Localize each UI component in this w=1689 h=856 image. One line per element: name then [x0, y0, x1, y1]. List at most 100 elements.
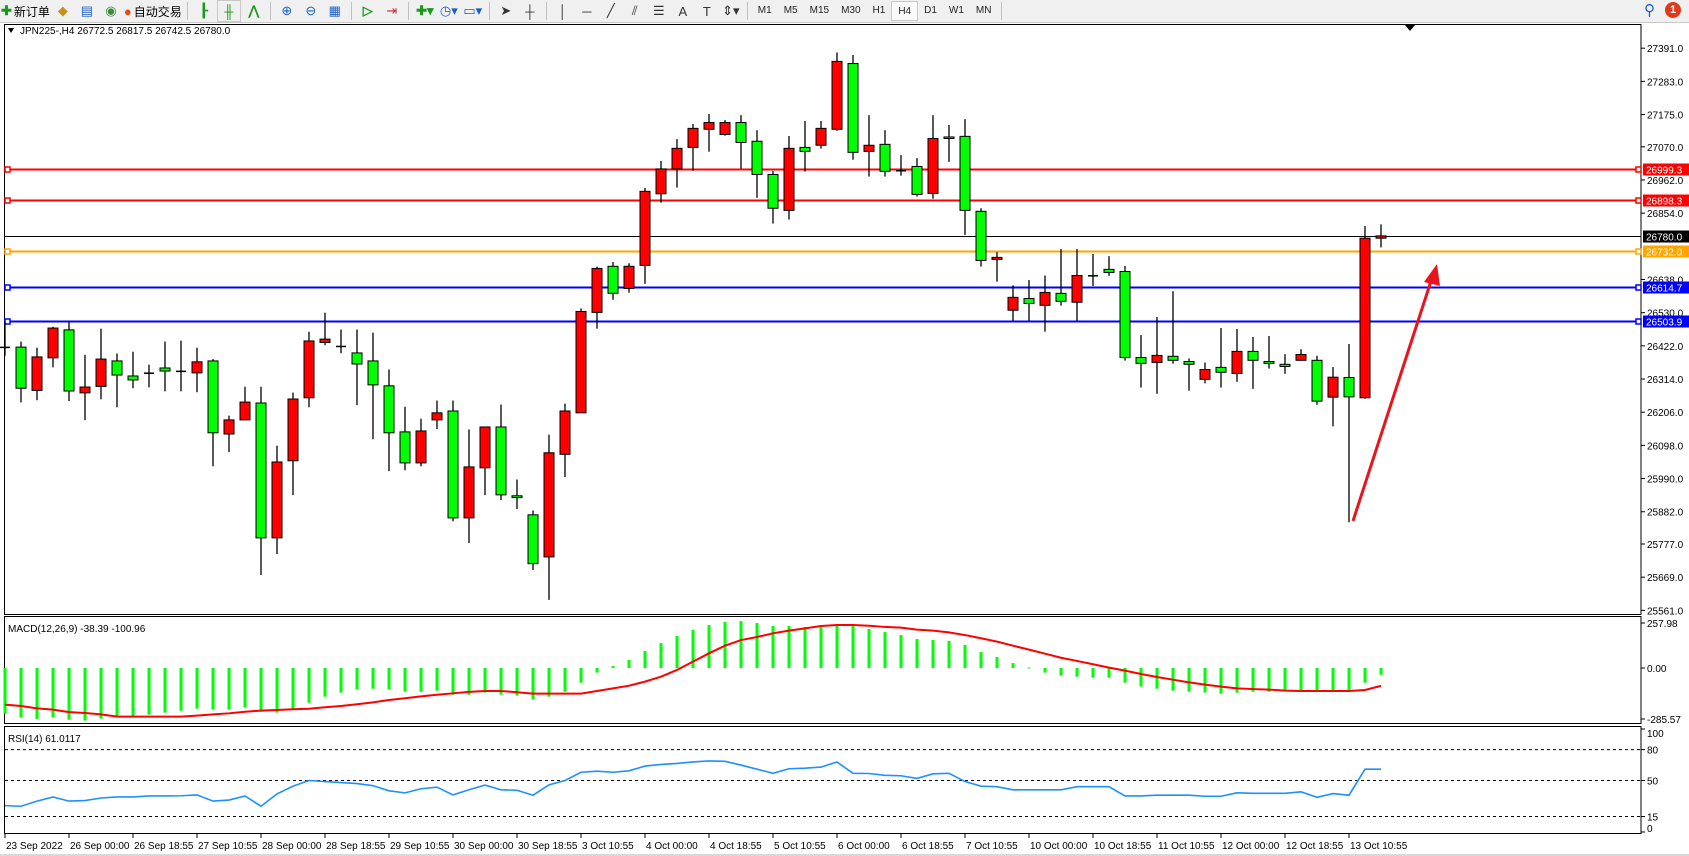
vertical-line-button[interactable]: │: [552, 1, 574, 21]
macd-histogram-bar: [1347, 668, 1351, 691]
chart-window[interactable]: JPN225-,H4 26772.5 26817.5 26742.5 26780…: [0, 23, 1689, 856]
candle-body: [447, 410, 459, 519]
arrows-button[interactable]: ⇕▾: [720, 1, 742, 21]
crosshair-button[interactable]: ┼: [519, 1, 541, 21]
price-tick-label: 27070.0: [1647, 143, 1684, 154]
level-handle[interactable]: [1635, 284, 1642, 291]
toolbar-separator: [350, 2, 352, 20]
collapse-triangle-icon[interactable]: [8, 28, 14, 33]
level-price-badge: [1643, 315, 1689, 328]
metaeditor-button[interactable]: ◆: [52, 1, 74, 21]
periods-button[interactable]: ◷▾: [438, 1, 460, 21]
date-label: 29 Sep 10:55: [390, 841, 450, 852]
date-label: 28 Sep 18:55: [326, 841, 386, 852]
horizontal-line-button[interactable]: ─: [576, 1, 598, 21]
timeframe-h1[interactable]: H1: [872, 4, 886, 16]
macd-histogram-bar: [1123, 668, 1127, 683]
level-handle[interactable]: [1635, 197, 1642, 204]
line-chart-icon: ⋀: [248, 3, 260, 18]
chart-header: JPN225-,H4 26772.5 26817.5 26742.5 26780…: [20, 26, 231, 37]
signals-button[interactable]: ◉: [100, 1, 122, 21]
candle-body: [207, 360, 219, 434]
text-label-button[interactable]: T: [696, 1, 718, 21]
level-handle[interactable]: [1635, 248, 1642, 255]
macd-histogram-bar: [707, 624, 711, 668]
fibonacci-channel-button[interactable]: ⫽: [624, 1, 646, 21]
level-handle[interactable]: [4, 197, 11, 204]
macd-label: MACD(12,26,9) -38.39 -100.96: [8, 624, 146, 635]
macd-histogram-bar: [867, 629, 871, 668]
trendline-button[interactable]: ╱: [600, 1, 622, 21]
date-label: 5 Oct 10:55: [774, 841, 826, 852]
fibo-fan-button[interactable]: ☰: [648, 1, 670, 21]
price-tick-label: 26098.0: [1647, 441, 1684, 452]
tile-windows-button[interactable]: ▦: [324, 1, 346, 21]
timeframe-bar: M1 M5 M15 M30 H1 H4 D1 W1 MN: [752, 1, 998, 21]
price-tick-label: 25561.0: [1647, 606, 1684, 617]
macd-histogram-bar: [931, 640, 935, 668]
price-tick-label: 25990.0: [1647, 475, 1684, 486]
toolbar-separator: [488, 2, 490, 20]
macd-histogram-bar: [947, 640, 951, 668]
text-button[interactable]: A: [672, 1, 694, 21]
zoom-in-button[interactable]: ⊕: [276, 1, 298, 21]
macd-histogram-bar: [387, 668, 391, 690]
candle-body: [767, 173, 779, 209]
date-label: 27 Sep 10:55: [198, 841, 258, 852]
price-tick-label: 26422.0: [1647, 342, 1684, 353]
search-icon[interactable]: ⚲: [1644, 2, 1655, 19]
timeframe-h4[interactable]: H4: [891, 1, 919, 21]
market-watch-button[interactable]: ▤: [76, 1, 98, 21]
level-handle[interactable]: [4, 318, 11, 325]
timeframe-w1[interactable]: W1: [948, 4, 964, 16]
chart-shift-button[interactable]: ⇥: [381, 1, 403, 21]
macd-histogram-bar: [579, 668, 583, 683]
cursor-button[interactable]: ➤: [495, 1, 517, 21]
rsi-tick-label: 15: [1647, 813, 1659, 824]
timeframe-mn[interactable]: MN: [975, 4, 992, 16]
macd-histogram-bar: [1059, 668, 1063, 676]
macd-histogram-bar: [339, 668, 343, 693]
candlestick-button[interactable]: ╫: [216, 0, 241, 22]
zoom-out-button[interactable]: ⊖: [300, 1, 322, 21]
autoscroll-button[interactable]: ▷: [357, 1, 379, 21]
new-order-button[interactable]: ✚ 新订单: [1, 3, 50, 19]
level-handle[interactable]: [4, 248, 11, 255]
toolbar-separator: [545, 2, 547, 20]
chart-shift-marker-icon[interactable]: [1405, 25, 1415, 31]
level-handle[interactable]: [1635, 166, 1642, 173]
timeframe-m5[interactable]: M5: [783, 4, 798, 16]
indicators-button[interactable]: ✚▾: [414, 1, 436, 21]
timeframe-d1[interactable]: D1: [924, 4, 937, 16]
templates-button[interactable]: ▭▾: [462, 1, 484, 21]
candle-body: [399, 431, 411, 464]
level-handle[interactable]: [4, 284, 11, 291]
candle-body: [1311, 359, 1323, 402]
tile-windows-icon: ▦: [328, 3, 341, 18]
timeframe-m15[interactable]: M15: [809, 4, 830, 16]
candle-body: [159, 367, 171, 372]
candle-body: [863, 144, 875, 152]
macd-histogram-bar: [99, 668, 103, 719]
macd-histogram-bar: [371, 668, 375, 689]
bar-chart-button[interactable]: ┠: [193, 1, 215, 21]
candle-body: [495, 426, 507, 496]
macd-histogram-bar: [1235, 668, 1239, 693]
line-chart-button[interactable]: ⋀: [243, 1, 265, 21]
candle-body: [879, 143, 891, 172]
macd-histogram-bar: [899, 635, 903, 668]
level-handle[interactable]: [1635, 318, 1642, 325]
new-order-icon: ✚: [1, 3, 12, 18]
auto-trading-button[interactable]: ● 自动交易: [123, 3, 182, 19]
notification-badge[interactable]: 1: [1665, 2, 1681, 18]
level-handle[interactable]: [4, 166, 11, 173]
macd-histogram-bar: [1011, 663, 1015, 668]
timeframe-m30[interactable]: M30: [841, 4, 861, 16]
candle-body: [1135, 357, 1147, 364]
candle-body: [639, 190, 651, 266]
annotation-arrow[interactable]: [1351, 277, 1434, 522]
autoscroll-icon: ▷: [362, 3, 373, 18]
macd-histogram-bar: [675, 635, 679, 668]
candle-body: [1039, 291, 1051, 306]
timeframe-m1[interactable]: M1: [757, 4, 772, 16]
